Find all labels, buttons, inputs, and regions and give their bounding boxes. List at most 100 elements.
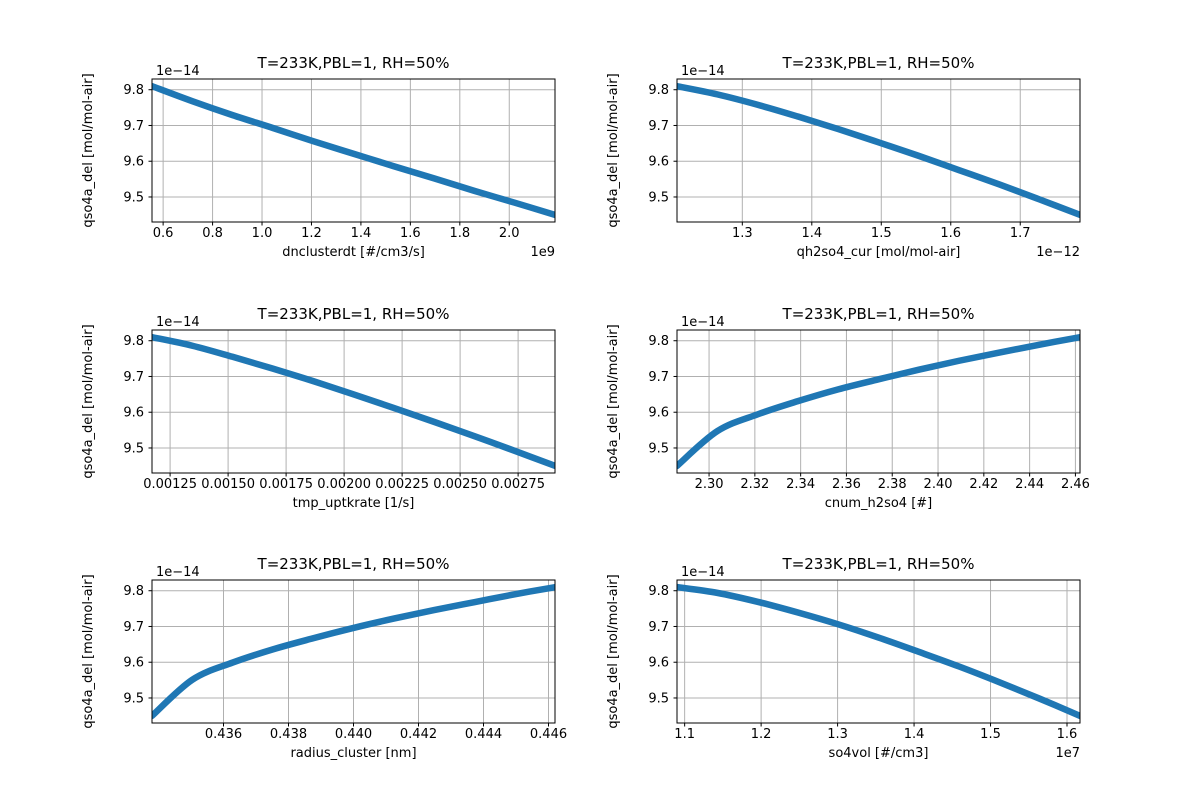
y-tick-label: 9.5 (648, 441, 669, 456)
subplot-radius_cluster: 0.436 0.438 0.440 0.442 0.444 0.446 9.5 9.6 9.7 9… (40, 531, 600, 781)
axes-frame (676, 579, 1081, 724)
y-axis-label: qso4a_del [mol/mol-air] (81, 324, 96, 478)
x-tick-label: 0.8 (202, 226, 223, 241)
y-axis-label: qso4a_del [mol/mol-air] (81, 574, 96, 728)
x-tick-label: 0.446 (530, 727, 567, 742)
x-tick-label: 2.30 (695, 477, 724, 492)
x-offset-text: 1e9 (530, 245, 555, 260)
x-tick-label: 2.34 (786, 477, 815, 492)
x-tick-label: 1.5 (980, 727, 1001, 742)
plot-svg-so4vol: 1.1 1.2 1.3 1.4 1.5 1.6 9.5 9.6 9.7 9.8 T=233K,PBL… (606, 555, 1081, 761)
x-tick-label: 1.5 (871, 226, 892, 241)
axes-frame (676, 329, 1081, 474)
y-tick-label: 9.6 (123, 656, 144, 671)
x-offset-text: 1e−12 (1036, 245, 1080, 260)
x-tick-label: 1.8 (449, 226, 470, 241)
plot-title: T=233K,PBL=1, RH=50% (782, 54, 975, 72)
y-tick-label: 9.8 (123, 83, 144, 98)
axes-frame (151, 78, 556, 223)
x-tick-label: 0.00200 (317, 477, 371, 492)
axes-frame (676, 78, 1081, 223)
axes-frame (151, 329, 556, 474)
plot-svg-tmp_uptkrate: 0.00125 0.00150 0.00175 0.00200 0.00225 0.002… (81, 305, 556, 511)
y-tick-label: 9.6 (123, 406, 144, 421)
data-line-dnclusterdt (152, 82, 555, 219)
x-axis-label: tmp_uptkrate [1/s] (293, 496, 415, 511)
y-axis-label: qso4a_del [mol/mol-air] (81, 73, 96, 227)
plot-title: T=233K,PBL=1, RH=50% (782, 305, 975, 323)
x-axis-label: dnclusterdt [#/cm3/s] (282, 245, 425, 260)
y-offset-text: 1e−14 (681, 565, 725, 580)
subplot-dnclusterdt: 0.6 0.8 1.0 1.2 1.4 1.6 1.8 2.0 9.5 9.6 9.7 9.8 T=23… (40, 30, 600, 280)
x-tick-label: 2.42 (969, 477, 998, 492)
y-tick-label: 9.5 (123, 691, 144, 706)
y-tick-label: 9.5 (648, 691, 669, 706)
y-offset-text: 1e−14 (681, 64, 725, 79)
x-tick-label: 0.442 (400, 727, 437, 742)
x-tick-label: 0.444 (465, 727, 502, 742)
y-tick-label: 9.5 (123, 190, 144, 205)
y-offset-text: 1e−14 (156, 565, 200, 580)
x-tick-label: 0.438 (270, 727, 307, 742)
x-tick-label: 1.7 (1010, 226, 1031, 241)
x-tick-label: 0.00275 (491, 477, 545, 492)
subplot-qh2so4_cur: 1.3 1.4 1.5 1.6 1.7 9.5 9.6 9.7 9.8 T=233K,PBL=1,… (565, 30, 1125, 280)
y-tick-label: 9.5 (123, 441, 144, 456)
y-tick-label: 9.7 (123, 620, 144, 635)
subplot-cnum_h2so4: 2.30 2.32 2.34 2.36 2.38 2.40 2.42 2.44 2.46 9.5 9… (565, 281, 1125, 531)
x-tick-label: 0.00250 (433, 477, 487, 492)
data-line-cnum_h2so4 (677, 333, 1080, 470)
x-axis-label: cnum_h2so4 [#] (825, 496, 932, 511)
x-tick-label: 1.4 (351, 226, 372, 241)
y-tick-label: 9.8 (648, 584, 669, 599)
x-tick-label: 0.00175 (259, 477, 313, 492)
y-tick-label: 9.7 (648, 370, 669, 385)
y-tick-label: 9.5 (648, 190, 669, 205)
x-tick-label: 1.6 (940, 226, 961, 241)
y-tick-label: 9.8 (648, 83, 669, 98)
x-axis-label: radius_cluster [nm] (290, 746, 416, 761)
x-offset-text: 1e7 (1055, 746, 1080, 761)
x-axis-label: qh2so4_cur [mol/mol-air] (797, 245, 961, 260)
y-axis-label: qso4a_del [mol/mol-air] (606, 574, 621, 728)
plot-title: T=233K,PBL=1, RH=50% (257, 305, 450, 323)
x-axis-label: so4vol [#/cm3] (829, 746, 929, 761)
y-offset-text: 1e−14 (681, 315, 725, 330)
y-offset-text: 1e−14 (156, 64, 200, 79)
y-tick-label: 9.7 (648, 119, 669, 134)
y-tick-label: 9.8 (123, 584, 144, 599)
x-tick-label: 0.00125 (143, 477, 197, 492)
plot-title: T=233K,PBL=1, RH=50% (257, 555, 450, 573)
x-tick-label: 2.0 (499, 226, 520, 241)
data-line-radius_cluster (152, 583, 555, 720)
x-tick-label: 1.6 (400, 226, 421, 241)
x-tick-label: 2.40 (924, 477, 953, 492)
x-tick-label: 2.38 (878, 477, 907, 492)
data-line-so4vol (677, 583, 1080, 720)
x-tick-label: 1.0 (252, 226, 273, 241)
y-tick-label: 9.6 (648, 155, 669, 170)
x-tick-label: 1.2 (751, 727, 772, 742)
data-line-qh2so4_cur (677, 82, 1080, 219)
plot-svg-radius_cluster: 0.436 0.438 0.440 0.442 0.444 0.446 9.5 9.6 9.7 9… (81, 555, 567, 761)
y-tick-label: 9.6 (123, 155, 144, 170)
y-axis-label: qso4a_del [mol/mol-air] (606, 324, 621, 478)
plot-title: T=233K,PBL=1, RH=50% (782, 555, 975, 573)
x-tick-label: 1.3 (732, 226, 753, 241)
y-tick-label: 9.7 (123, 370, 144, 385)
x-tick-label: 1.4 (904, 727, 925, 742)
y-tick-label: 9.6 (648, 656, 669, 671)
x-tick-label: 0.00225 (375, 477, 429, 492)
y-tick-label: 9.7 (123, 119, 144, 134)
plot-svg-cnum_h2so4: 2.30 2.32 2.34 2.36 2.38 2.40 2.42 2.44 2.46 9.5 9… (606, 305, 1090, 511)
y-tick-label: 9.8 (123, 334, 144, 349)
y-axis-label: qso4a_del [mol/mol-air] (606, 73, 621, 227)
data-line-tmp_uptkrate (152, 333, 555, 470)
y-tick-label: 9.8 (648, 334, 669, 349)
y-tick-label: 9.6 (648, 406, 669, 421)
x-tick-label: 1.2 (301, 226, 322, 241)
y-offset-text: 1e−14 (156, 315, 200, 330)
subplot-so4vol: 1.1 1.2 1.3 1.4 1.5 1.6 9.5 9.6 9.7 9.8 T=233K,PBL… (565, 531, 1125, 781)
x-tick-label: 1.4 (801, 226, 822, 241)
